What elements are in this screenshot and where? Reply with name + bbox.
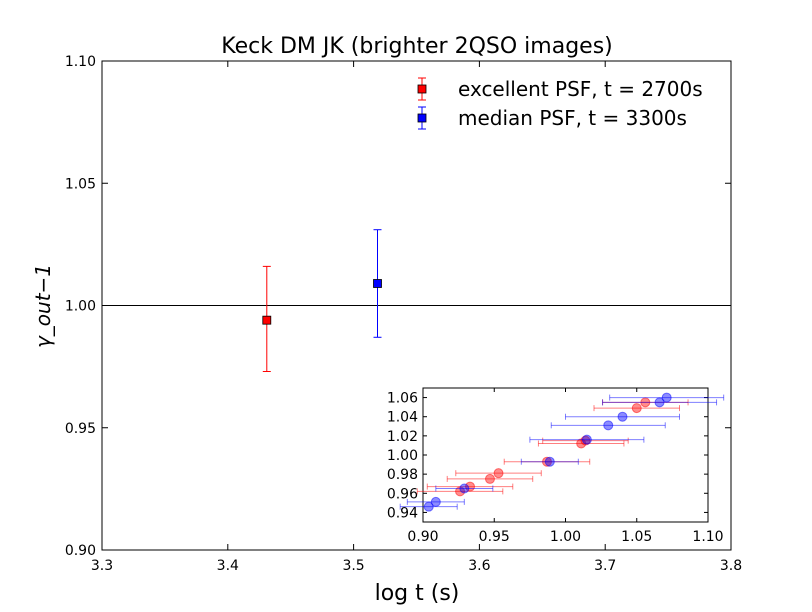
inset-data-point [617, 411, 628, 422]
inset-data-point [661, 392, 672, 403]
inset-data-point [581, 434, 592, 445]
x-tick-label: 3.7 [594, 558, 616, 574]
inset-y-axis: 0.94 0.96 0.98 1.00 1.02 1.04 1.06 [387, 391, 708, 521]
inset-x-tick-label: 0.95 [479, 529, 510, 545]
data-point [373, 279, 382, 288]
inset-y-tick-label: 0.94 [387, 505, 418, 521]
x-tick-label: 3.5 [342, 558, 364, 574]
y-tick-label: 0.90 [65, 543, 96, 559]
x-axis: 3.3 3.4 3.5 3.6 3.7 3.8 [91, 61, 742, 574]
x-tick-label: 3.3 [91, 558, 113, 574]
y-axis-label: γ_out−1 [31, 264, 55, 348]
x-tick-label: 3.8 [720, 558, 742, 574]
inset-data-point [603, 420, 614, 431]
data-point [262, 315, 272, 325]
inset-y-tick-label: 1.02 [387, 429, 418, 445]
x-axis-label: log t (s) [375, 581, 460, 606]
y-tick-label: 1.00 [65, 299, 96, 315]
inset-x-tick-label: 1.10 [692, 529, 723, 545]
inset-x-axis: 0.90 0.95 1.00 1.05 1.10 [407, 388, 724, 545]
y-tick-label: 1.05 [65, 176, 96, 192]
inset-x-tick-label: 0.90 [407, 529, 438, 545]
legend-marker-excellent [417, 84, 427, 94]
x-tick-label: 3.6 [468, 558, 490, 574]
inset-y-tick-label: 1.00 [387, 448, 418, 464]
x-tick-label: 3.4 [217, 558, 239, 574]
legend-item-median: median PSF, t = 3300s [417, 106, 687, 130]
legend: excellent PSF, t = 2700s median PSF, t =… [417, 77, 703, 130]
inset-data-point [631, 403, 642, 414]
inset-plot: 0.90 0.95 1.00 1.05 1.10 0.94 0.96 0.98 1.00 1.0… [387, 387, 725, 545]
inset-y-tick-label: 1.04 [387, 410, 418, 426]
data-points [262, 229, 382, 373]
y-axis: 0.90 0.95 1.00 1.05 1.10 [65, 54, 731, 559]
main-plot: Keck DM JK (brighter 2QSO images) 3.3 3.4… [31, 34, 742, 606]
inset-data-point [544, 456, 555, 467]
chart-title: Keck DM JK (brighter 2QSO images) [221, 34, 613, 59]
legend-marker-median [417, 113, 427, 123]
inset-y-tick-label: 0.98 [387, 467, 418, 483]
inset-data-point [493, 468, 504, 479]
y-tick-label: 1.10 [65, 54, 96, 70]
inset-data-point [484, 473, 495, 484]
inset-x-tick-label: 1.05 [621, 529, 652, 545]
inset-x-tick-label: 1.00 [550, 529, 581, 545]
legend-item-excellent: excellent PSF, t = 2700s [417, 77, 703, 101]
legend-label-median: median PSF, t = 3300s [458, 106, 687, 130]
inset-y-tick-label: 1.06 [387, 391, 418, 407]
inset-data-point [430, 496, 441, 507]
inset-y-tick-label: 0.96 [387, 486, 418, 502]
legend-label-excellent: excellent PSF, t = 2700s [458, 77, 703, 101]
inset-data-points [399, 392, 725, 512]
y-tick-label: 0.95 [65, 421, 96, 437]
inset-data-point [459, 483, 470, 494]
